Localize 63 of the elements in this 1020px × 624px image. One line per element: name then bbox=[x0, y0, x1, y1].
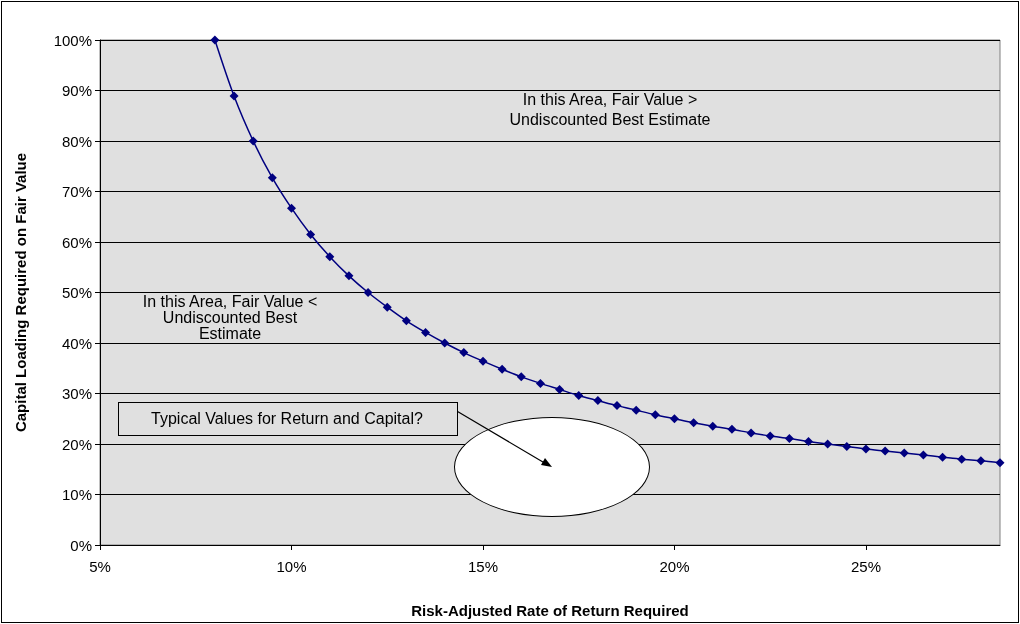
point bbox=[765, 431, 775, 441]
point bbox=[823, 439, 833, 449]
point bbox=[555, 384, 565, 394]
point bbox=[976, 456, 986, 466]
y-tick-label: 50% bbox=[61, 284, 92, 301]
point bbox=[899, 448, 909, 458]
point bbox=[861, 444, 871, 454]
point bbox=[669, 414, 679, 424]
y-tick-label: 70% bbox=[61, 183, 92, 200]
point bbox=[478, 356, 488, 366]
point bbox=[344, 271, 354, 281]
point bbox=[229, 91, 239, 101]
y-tick-label: 30% bbox=[61, 385, 92, 402]
annotation: In this Area, Fair Value < Undiscounted Best Estimate bbox=[141, 293, 319, 342]
x-tick-label: 20% bbox=[659, 558, 690, 575]
y-tick-label: 40% bbox=[61, 334, 92, 352]
point bbox=[210, 35, 220, 45]
point bbox=[938, 452, 948, 462]
annotation: Typical Values for Return and Capital? bbox=[150, 409, 424, 429]
point bbox=[574, 391, 584, 401]
point bbox=[421, 327, 431, 337]
annotation: In this Area, Fair Value > Undiscounted Best Estimate bbox=[508, 90, 712, 130]
point bbox=[286, 203, 296, 213]
y-tick-label: 20% bbox=[61, 435, 92, 453]
point bbox=[248, 136, 258, 146]
point bbox=[880, 446, 890, 456]
point bbox=[727, 424, 737, 434]
y-tick-label: 80% bbox=[61, 132, 92, 150]
y-tick-label: 60% bbox=[61, 233, 92, 251]
point bbox=[401, 316, 411, 326]
y-tick-label: 0% bbox=[70, 536, 92, 554]
x-tick-label: 15% bbox=[467, 558, 498, 575]
point bbox=[650, 410, 660, 420]
point bbox=[957, 454, 967, 464]
point bbox=[689, 418, 699, 428]
point bbox=[612, 401, 622, 411]
y-tick-label: 100% bbox=[53, 31, 92, 49]
point bbox=[746, 428, 756, 438]
point bbox=[440, 338, 450, 348]
y-tick-label: 90% bbox=[61, 82, 92, 99]
point bbox=[306, 229, 316, 239]
point bbox=[325, 252, 335, 262]
point bbox=[918, 450, 928, 460]
point bbox=[631, 405, 641, 415]
y-tick-label: 10% bbox=[61, 486, 92, 503]
point bbox=[593, 396, 603, 406]
point bbox=[804, 436, 814, 446]
point bbox=[784, 433, 794, 443]
x-axis-title: Risk-Adjusted Rate of Return Required bbox=[411, 602, 689, 619]
point bbox=[708, 421, 718, 431]
point bbox=[382, 302, 392, 312]
point bbox=[516, 372, 526, 382]
y-axis-title: Capital Loading Required on Fair Value bbox=[12, 152, 29, 433]
point bbox=[363, 288, 373, 297]
point bbox=[535, 378, 545, 388]
x-tick-label: 5% bbox=[89, 558, 111, 575]
x-tick-label: 25% bbox=[850, 558, 881, 575]
point bbox=[459, 348, 469, 358]
point bbox=[267, 173, 277, 183]
x-tick-label: 10% bbox=[276, 558, 307, 575]
point bbox=[842, 442, 852, 452]
point bbox=[497, 364, 507, 374]
point bbox=[995, 458, 1005, 468]
